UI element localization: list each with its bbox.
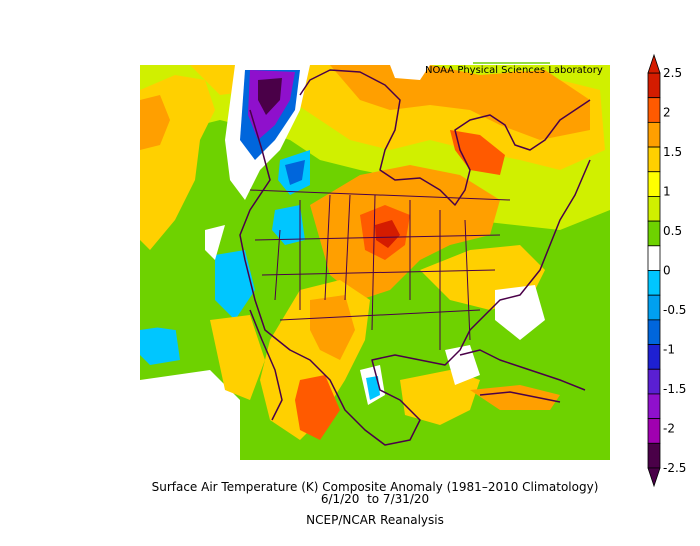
colorbar-tick-label: -2.5 [663, 461, 686, 475]
anomaly-region-idaho-cool [285, 160, 305, 185]
anomaly-region-caribbean-white [445, 345, 480, 385]
colorbar-bottom-arrow [647, 467, 661, 488]
colorbar-segment [647, 344, 661, 370]
colorbar-tick-label: -2 [663, 422, 675, 436]
colorbar-tick-label: 1.5 [663, 145, 682, 159]
anomaly-region-gulf-blue [366, 376, 380, 400]
colorbar-tick-label: -1.5 [663, 382, 686, 396]
coastline-layer [239, 69, 591, 446]
anomaly-region-plains-core [375, 220, 400, 248]
colorbar-tick-label: 0.5 [663, 224, 682, 238]
colorbar-top-arrow [647, 53, 661, 74]
colorbar-segment [647, 72, 661, 99]
anomaly-region-baja-yellow [210, 315, 265, 400]
colorbar-tick-label: 1 [663, 185, 671, 199]
colorbar-tick-label: -0.5 [663, 303, 686, 317]
anomaly-region-arctic-white [390, 65, 430, 80]
colorbar-segment [647, 368, 661, 395]
anomaly-region-california-white [205, 225, 225, 260]
anomaly-region-gulf-yellow [400, 370, 480, 425]
figure-title: Surface Air Temperature (K) Composite An… [151, 480, 599, 494]
anomaly-region-canada-orange [330, 65, 590, 140]
colorbar-tick-label: 2 [663, 106, 671, 120]
dataset-name: NCEP/NCAR Reanalysis [306, 513, 444, 527]
anomaly-region-cuba-orange [470, 385, 560, 410]
colorbar-tick-label: 2.5 [663, 66, 682, 80]
anomaly-region-pacific-green [140, 270, 210, 330]
colorbar-segment [647, 97, 661, 123]
anomaly-region-california-blue [215, 250, 255, 320]
colorbar-segment [647, 171, 661, 197]
colorbar-segment [647, 393, 661, 420]
colorbar-segment [647, 442, 661, 469]
colorbar-segment [647, 245, 661, 271]
colorbar-segment [647, 146, 661, 173]
anomaly-region-mexico-orange [295, 375, 340, 440]
attribution-text: NOAA Physical Sciences Laboratory [425, 65, 603, 76]
colorbar-segment [647, 418, 661, 444]
colorbar-segment [647, 319, 661, 345]
colorbar: 2.5 2 1.5 1 0.5 0 -0.5 -1 -1.5 -2 -2.5 [647, 53, 686, 488]
colorbar-segment [647, 196, 661, 222]
colorbar-segment [647, 294, 661, 321]
colorbar-tick-label: -1 [663, 343, 675, 357]
anomaly-region-atlantic-green [545, 230, 610, 340]
anomaly-region-pacific-orange [140, 95, 170, 150]
colorbar-segment [647, 220, 661, 247]
colorbar-segment [647, 121, 661, 148]
map-panel [140, 65, 610, 460]
anomaly-region-montana-blue [272, 205, 305, 245]
anomaly-region-mexico-white [140, 370, 240, 460]
anomaly-region-hudson-high [450, 130, 505, 175]
colorbar-tick-label: 0 [663, 264, 671, 278]
date-range: 6/1/20 to 7/31/20 [320, 492, 430, 506]
colorbar-segment [647, 270, 661, 296]
anomaly-region-northwest-deep [258, 78, 282, 115]
anomaly-region-southwest-orange [310, 295, 355, 360]
state-border-layer [249, 189, 511, 350]
anomaly-region-pacific-blue [140, 325, 180, 365]
